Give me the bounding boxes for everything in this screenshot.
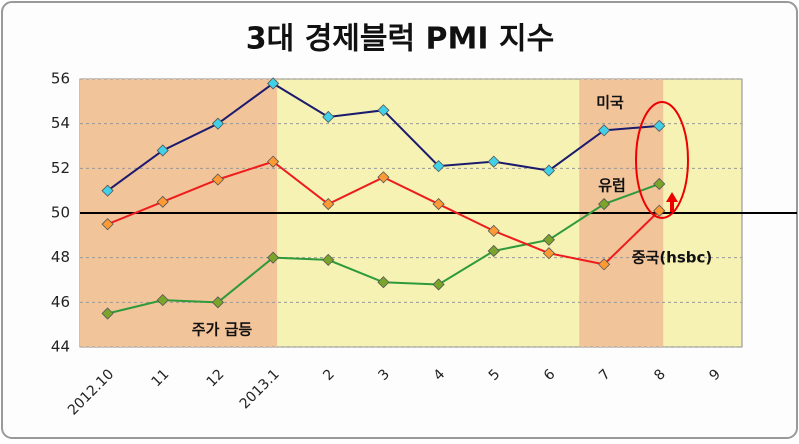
data-point bbox=[487, 155, 500, 168]
data-point bbox=[377, 104, 390, 117]
data-point bbox=[101, 307, 114, 320]
data-point bbox=[487, 244, 500, 258]
data-point bbox=[653, 119, 666, 132]
data-point bbox=[156, 144, 169, 157]
data-point bbox=[432, 160, 445, 173]
y-tick-label: 56 bbox=[51, 70, 70, 88]
up-arrow bbox=[666, 192, 678, 212]
y-tick-label: 46 bbox=[51, 293, 70, 311]
chart-title: 3대 경제블럭 PMI 지수 bbox=[246, 22, 554, 57]
data-point bbox=[211, 173, 224, 186]
data-point bbox=[653, 177, 666, 191]
series-label: 유럽 bbox=[598, 177, 626, 195]
data-point bbox=[211, 296, 224, 309]
data-point bbox=[156, 195, 169, 208]
data-point bbox=[377, 171, 390, 184]
highlight-ellipse bbox=[635, 101, 689, 219]
data-point bbox=[598, 198, 611, 211]
data-point bbox=[101, 218, 114, 231]
y-tick-label: 44 bbox=[51, 338, 70, 356]
data-point bbox=[542, 247, 555, 260]
data-point bbox=[156, 294, 169, 307]
data-point bbox=[487, 224, 500, 237]
data-point bbox=[653, 204, 666, 217]
y-tick-label: 52 bbox=[51, 159, 70, 177]
data-point bbox=[267, 251, 280, 264]
y-tick-label: 54 bbox=[51, 114, 70, 132]
data-point bbox=[432, 278, 445, 291]
data-point bbox=[598, 258, 611, 271]
data-point bbox=[542, 164, 555, 177]
data-point bbox=[211, 117, 224, 130]
data-point bbox=[267, 155, 280, 168]
data-point bbox=[432, 198, 445, 211]
data-point bbox=[542, 233, 555, 246]
data-point bbox=[598, 124, 611, 137]
data-point bbox=[377, 276, 390, 289]
data-point bbox=[267, 77, 280, 90]
y-tick-label: 48 bbox=[51, 248, 70, 266]
series-label: 중국(hsbc) bbox=[632, 249, 713, 267]
data-point bbox=[322, 110, 335, 124]
data-point bbox=[322, 253, 335, 266]
data-point bbox=[101, 184, 114, 197]
data-point bbox=[322, 198, 335, 211]
series-label: 미국 bbox=[596, 94, 624, 112]
annotation: 주가 급등 bbox=[192, 321, 253, 339]
y-tick-label: 50 bbox=[51, 204, 70, 222]
